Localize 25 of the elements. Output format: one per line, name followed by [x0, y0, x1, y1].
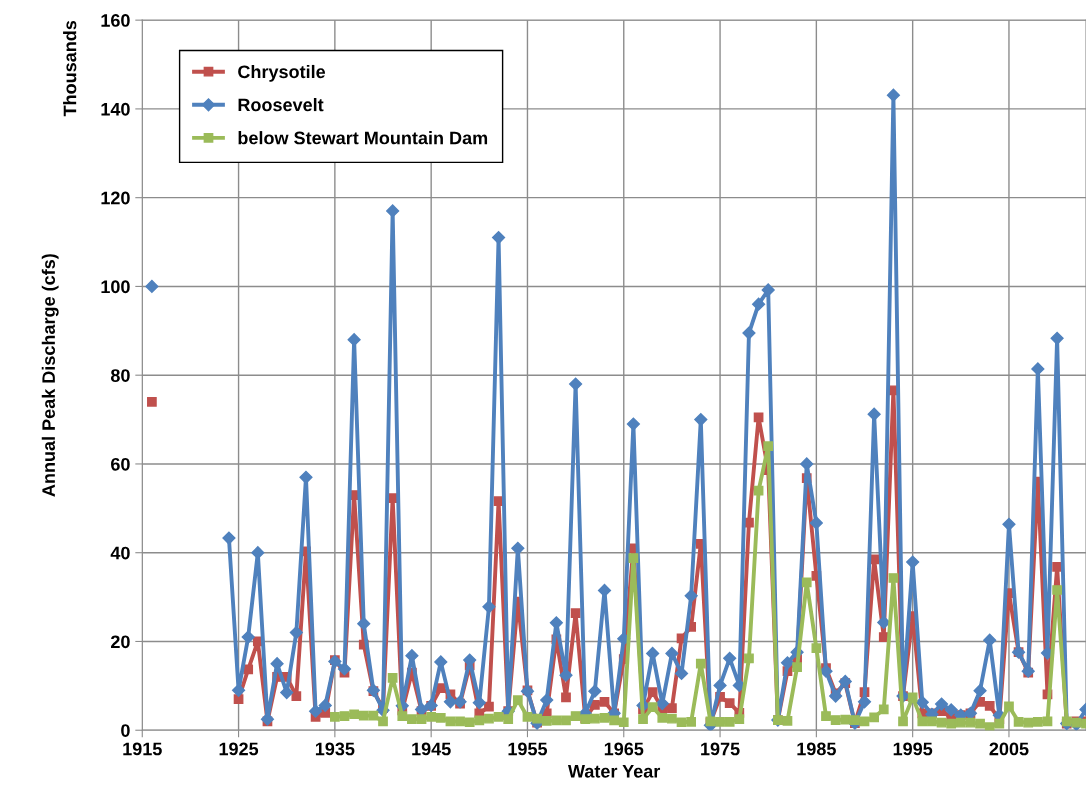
x-tick-label: 1915: [123, 742, 162, 756]
x-tick-label: 1995: [893, 742, 933, 756]
x-tick-label: 1965: [604, 742, 644, 756]
x-tick-label: 1945: [412, 742, 451, 756]
y-tick-label: 60: [111, 457, 130, 471]
y-tick-label: 20: [111, 635, 130, 649]
y-tick-label: 80: [110, 369, 130, 382]
y-axis-title: Annual Peak Discharge (cfs): [41, 254, 59, 497]
y-tick-label: 120: [101, 191, 130, 205]
y-tick-label: 100: [101, 280, 130, 294]
legend-label: Chrysotile: [238, 64, 326, 82]
text: Thousands: [63, 20, 77, 117]
y-tick-label: 140: [101, 102, 130, 116]
legend-label: Roosevelt: [238, 98, 324, 112]
x-tick-label: 1925: [219, 742, 259, 756]
x-tick-label: 1935: [315, 742, 355, 756]
y-tick-label: 160: [101, 14, 130, 27]
legend-label: below Stewart Mountain Dam: [238, 131, 488, 145]
y-tick-label: 0: [121, 724, 130, 737]
y-tick-label: 40: [110, 546, 130, 560]
x-axis-title: Water Year: [567, 765, 661, 778]
x-tick-label: 1975: [701, 742, 740, 756]
x-tick-label: 2005: [989, 742, 1029, 756]
x-tick-label: 1955: [508, 742, 548, 756]
x-tick-label: 1985: [797, 742, 836, 756]
